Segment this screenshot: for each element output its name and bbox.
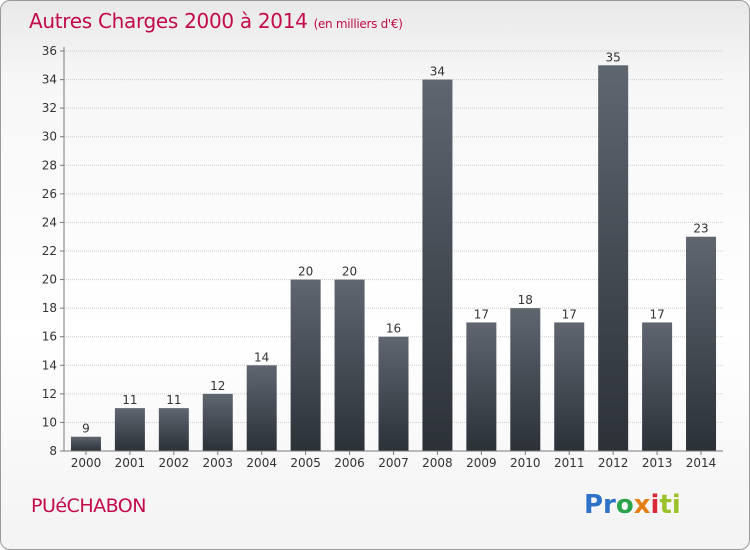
- bar: [466, 322, 497, 451]
- commune-name: PUéCHABON: [31, 495, 146, 517]
- bar-value-label: 12: [210, 379, 225, 393]
- logo-letters-4: i: [650, 490, 660, 520]
- bar-value-label: 17: [562, 307, 577, 321]
- y-tick-label: 24: [42, 215, 57, 229]
- x-tick-label: 2000: [71, 456, 102, 470]
- bar-value-label: 20: [298, 265, 313, 279]
- y-tick-label: 34: [42, 73, 57, 87]
- bar-value-label: 20: [342, 265, 357, 279]
- x-tick-label: 2002: [159, 456, 190, 470]
- logo-letters-1: Pr: [584, 490, 616, 520]
- x-tick-label: 2003: [202, 456, 233, 470]
- bar-value-label: 11: [166, 393, 181, 407]
- bar: [290, 279, 321, 451]
- proxiti-logo: Proxiti: [584, 490, 681, 520]
- x-tick-label: 2011: [554, 456, 585, 470]
- bar: [642, 322, 673, 451]
- chart-title-text: Autres Charges 2000 à 2014: [29, 9, 308, 33]
- x-tick-label: 2008: [422, 456, 453, 470]
- x-tick-label: 2013: [642, 456, 673, 470]
- chart-unit: (en milliers d'€): [313, 17, 403, 31]
- bar-value-label: 23: [693, 222, 708, 236]
- y-tick-label: 14: [42, 358, 57, 372]
- bar-value-label: 17: [649, 307, 664, 321]
- bar-value-label: 11: [122, 393, 137, 407]
- bar: [378, 336, 409, 451]
- logo-letters-3: x: [633, 490, 651, 520]
- x-tick-label: 2007: [378, 456, 409, 470]
- bar: [686, 236, 717, 451]
- x-tick-label: 2001: [115, 456, 146, 470]
- x-tick-label: 2010: [510, 456, 541, 470]
- x-tick-label: 2005: [290, 456, 321, 470]
- bar-value-label: 16: [386, 322, 401, 336]
- bar-value-label: 18: [518, 293, 533, 307]
- x-tick-label: 2009: [466, 456, 497, 470]
- logo-letters-2: o: [615, 490, 634, 520]
- bar: [70, 436, 101, 451]
- y-tick-label: 20: [42, 273, 57, 287]
- y-tick-label: 36: [42, 44, 57, 58]
- x-tick-label: 2012: [598, 456, 629, 470]
- y-tick-label: 28: [42, 158, 57, 172]
- y-tick-label: 18: [42, 301, 57, 315]
- bar: [422, 79, 453, 452]
- x-tick-label: 2004: [246, 456, 277, 470]
- y-tick-label: 10: [42, 415, 57, 429]
- y-tick-label: 30: [42, 130, 57, 144]
- x-tick-label: 2014: [686, 456, 717, 470]
- bar-value-label: 34: [430, 65, 445, 79]
- chart-title: Autres Charges 2000 à 2014 (en milliers d…: [29, 9, 403, 33]
- y-tick-label: 16: [42, 330, 57, 344]
- bar: [510, 308, 541, 451]
- y-tick-label: 8: [49, 444, 57, 458]
- y-tick-label: 22: [42, 244, 57, 258]
- y-tick-label: 12: [42, 387, 57, 401]
- bar-value-label: 9: [82, 422, 90, 436]
- bar: [598, 65, 629, 452]
- bar: [202, 393, 233, 451]
- bar: [158, 408, 189, 451]
- bar-value-label: 14: [254, 350, 269, 364]
- bar-value-label: 17: [474, 307, 489, 321]
- y-tick-label: 32: [42, 101, 57, 115]
- logo-letters-5: ti: [659, 490, 681, 520]
- x-tick-label: 2006: [334, 456, 365, 470]
- bar: [246, 365, 277, 451]
- y-tick-label: 26: [42, 187, 57, 201]
- bar: [554, 322, 585, 451]
- bar-value-label: 35: [606, 50, 621, 64]
- bar: [334, 279, 365, 451]
- bar: [114, 408, 145, 451]
